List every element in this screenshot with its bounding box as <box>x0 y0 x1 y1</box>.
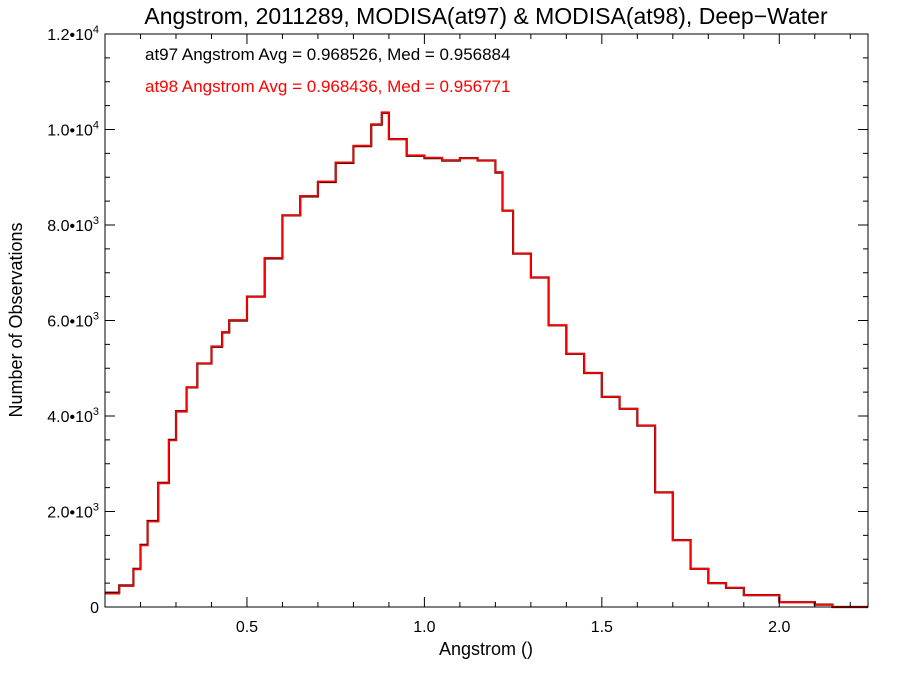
chart-title: Angstrom, 2011289, MODISA(at97) & MODISA… <box>144 3 828 29</box>
y-tick-label: 1.0•104 <box>47 120 99 140</box>
y-tick-label: 1.2•104 <box>47 24 99 44</box>
y-tick-label: 6.0•103 <box>47 311 99 331</box>
y-axis-label: Number of Observations <box>6 222 26 417</box>
annotation-at98: at98 Angstrom Avg = 0.968436, Med = 0.95… <box>145 77 510 96</box>
x-tick-label: 0.5 <box>236 619 258 636</box>
series-layer <box>105 111 868 609</box>
y-tick-label: 8.0•103 <box>47 215 99 235</box>
series-line-1 <box>105 111 868 608</box>
y-tick-label: 4.0•103 <box>47 406 99 426</box>
x-tick-label: 1.5 <box>591 619 613 636</box>
plot-frame <box>104 33 869 608</box>
y-tick-label: 2.0•103 <box>47 502 99 522</box>
annotation-at97: at97 Angstrom Avg = 0.968526, Med = 0.95… <box>145 45 510 64</box>
series-line-0 <box>105 111 868 609</box>
x-axis-label: Angstrom () <box>439 639 533 659</box>
x-tick-label: 2.0 <box>768 619 790 636</box>
y-tick-label: 0 <box>90 600 99 617</box>
ticks-layer: 0.5 1.0 1.5 2.0 0 2.0•103 4.0•103 6.0•103 8.0•10… <box>47 24 868 636</box>
x-tick-label: 1.0 <box>413 619 435 636</box>
